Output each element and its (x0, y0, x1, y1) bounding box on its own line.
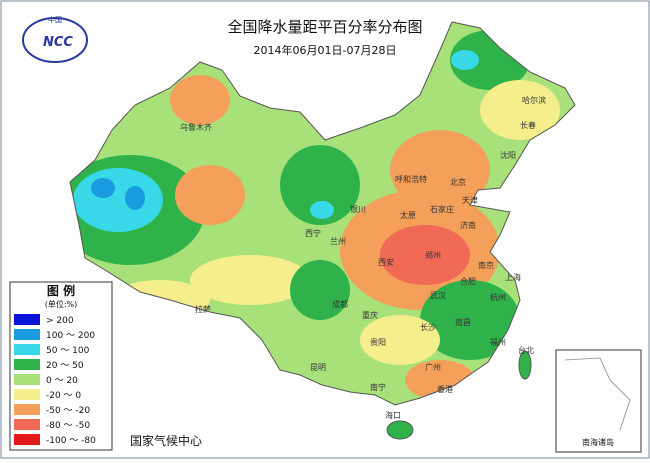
city: 呼和浩特 (395, 174, 427, 184)
logo-text: NCC (43, 35, 73, 50)
legend-unit: (单位:%) (45, 299, 78, 309)
city: 贵阳 (370, 337, 386, 347)
city: 哈尔滨 (522, 95, 546, 105)
city: 西宁 (305, 228, 321, 238)
city: 广州 (425, 362, 441, 372)
legend-swatch (14, 404, 40, 415)
city: 太原 (400, 210, 416, 220)
legend-swatch (14, 359, 40, 370)
legend-swatch (14, 419, 40, 430)
legend-label: -50 ～ -20 (46, 406, 90, 416)
city: 福州 (490, 338, 506, 347)
city: 南昌 (455, 317, 471, 327)
legend-swatch (14, 344, 40, 355)
city: 北京 (450, 177, 466, 187)
city: 长沙 (420, 322, 436, 332)
logo-top: 中国 (48, 15, 62, 24)
city: 兰州 (330, 236, 346, 246)
legend-swatch (14, 329, 40, 340)
legend-swatch (14, 389, 40, 400)
city: 西安 (378, 257, 394, 267)
city: 杭州 (490, 292, 506, 302)
city: 石家庄 (430, 204, 454, 214)
legend-title: 图 例 (47, 283, 75, 298)
city: 南京 (478, 260, 494, 270)
city: 长春 (520, 120, 536, 130)
title: 全国降水量距平百分率分布图 (227, 18, 422, 36)
legend-swatch (14, 314, 40, 325)
taiwan (518, 350, 532, 380)
city: 海口 (385, 410, 401, 420)
legend-label: 0 ～ 20 (46, 376, 78, 386)
inset-frame (555, 349, 642, 453)
city: 重庆 (362, 310, 378, 320)
logo: 中国 NCC (22, 15, 88, 63)
inset-label: 南海诸岛 (582, 437, 614, 447)
city: 成都 (332, 299, 348, 309)
legend-swatch (14, 434, 40, 445)
city: 南宁 (370, 382, 386, 392)
city: 台北 (518, 345, 534, 355)
legend-label: -100 ～ -80 (46, 436, 96, 446)
legend-swatch (14, 374, 40, 385)
city: 昆明 (310, 363, 326, 372)
city: 沈阳 (500, 150, 516, 160)
city: 济南 (460, 220, 476, 230)
city: 合肥 (460, 276, 476, 286)
city: 拉萨 (195, 304, 211, 314)
city: 银川 (350, 204, 366, 214)
legend-label: -80 ～ -50 (46, 421, 90, 431)
city: 天津 (462, 195, 478, 205)
subtitle: 2014年06月01日-07月28日 (254, 43, 397, 57)
city: 乌鲁木齐 (180, 122, 212, 132)
inset: 南海诸岛 (555, 349, 642, 453)
city: 香港 (437, 384, 453, 394)
footer: 国家气候中心 (130, 433, 202, 448)
city: 郑州 (425, 250, 441, 260)
legend-label: 50 ～ 100 (46, 346, 90, 356)
legend: 图 例 (单位:%) > 200 100 ～ 200 50 ～ 100 20 ～ 50… (9, 281, 113, 451)
cities: 乌鲁木齐 拉萨 西宁 兰州 银川 呼和浩特 北京 天津 石家庄 太原 济南 郑州… (180, 95, 546, 420)
legend-label: > 200 (46, 316, 74, 326)
legend-label: -20 ～ 0 (46, 391, 81, 401)
city: 上海 (505, 272, 521, 282)
legend-label: 20 ～ 50 (46, 361, 84, 371)
city: 武汉 (430, 290, 446, 300)
country-border (69, 21, 576, 406)
legend-label: 100 ～ 200 (46, 331, 95, 341)
hainan (386, 420, 414, 440)
